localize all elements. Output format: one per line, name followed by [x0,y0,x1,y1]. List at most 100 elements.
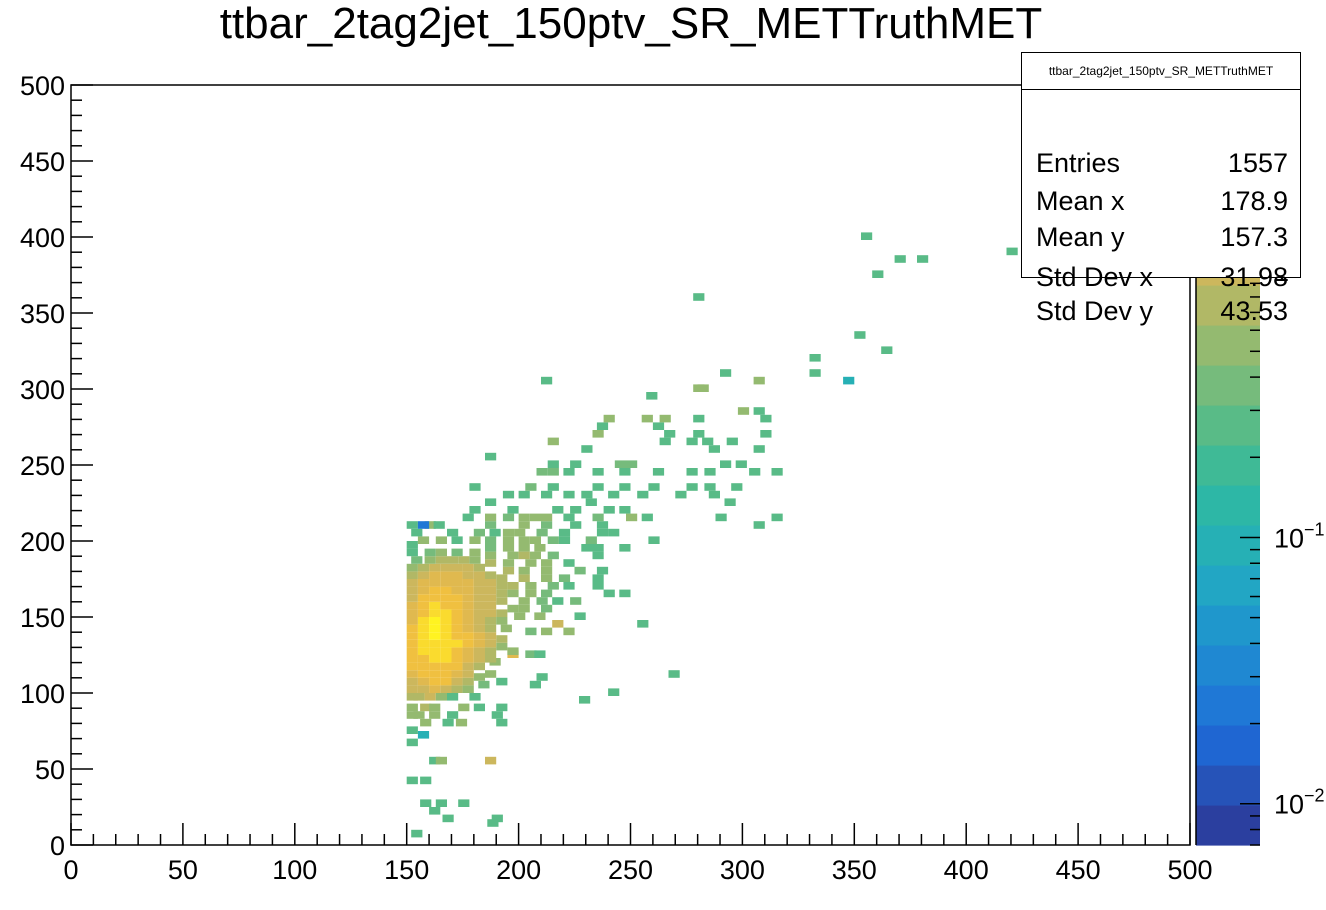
histogram-bin [406,541,418,549]
histogram-bin [518,490,530,499]
histogram-bin [558,528,571,537]
histogram-bin [462,632,474,640]
histogram-bin [485,609,497,617]
histogram-bin [473,528,485,537]
color-scale-cell [1196,285,1260,326]
histogram-bin [592,468,604,476]
histogram-bin [424,556,436,564]
histogram-bin [485,579,497,587]
histogram-bin [451,536,463,544]
histogram-bin [440,647,452,655]
histogram-bin [406,711,418,719]
histogram-bin [435,799,447,807]
histogram-bin [473,617,485,625]
histogram-bin [541,627,553,636]
histogram-bin [462,513,474,522]
histogram-bin [485,586,497,595]
histogram-bin [608,528,620,537]
histogram-bin [547,468,559,476]
histogram-bin [771,468,783,476]
color-scale-cell [1196,565,1260,606]
histogram-bin [514,528,526,537]
histogram-bin [473,579,485,587]
histogram-bin [525,589,537,598]
histogram-bin [440,685,452,693]
histogram-bin [478,680,490,689]
histogram-bin [451,563,463,572]
histogram-bin [485,632,497,640]
histogram-bin [536,597,548,605]
histogram-bin [518,597,530,605]
y-tick-label: 200 [20,527,65,557]
histogram-bin [451,632,463,640]
histogram-bin [411,829,423,838]
histogram-bin [462,639,474,648]
histogram-bin [518,574,530,582]
histogram-bin [552,597,564,605]
histogram-bin [413,711,425,719]
x-tick-label: 50 [168,855,198,885]
histogram-bin [429,563,441,572]
histogram-bin [417,617,430,625]
histogram-bin [469,693,481,701]
histogram-bin [406,609,418,617]
y-tick-label: 100 [20,679,65,709]
histogram-bin [440,601,452,610]
histogram-bin [420,776,432,785]
histogram-bin [541,574,553,582]
histogram-bin [429,756,441,765]
histogram-bin [440,639,452,648]
histogram-bin [473,673,485,681]
histogram-bin [420,718,432,727]
histogram-bin [429,677,441,686]
histogram-bin [417,609,430,617]
histogram-bin [731,483,743,491]
histogram-bin [619,468,631,476]
histogram-bin [406,703,418,712]
histogram-bin [693,384,705,392]
histogram-bin [406,579,418,587]
color-scale-tick-label: 10−2 [1274,786,1325,820]
histogram-bin [489,528,501,537]
histogram-bin [473,632,485,640]
histogram-bin [462,586,474,595]
histogram-bin [507,604,519,613]
y-tick-label: 0 [50,831,65,861]
histogram-bin [525,582,537,590]
histogram-bin [406,655,418,663]
histogram-bin [485,617,497,625]
histogram-bin [417,536,430,544]
histogram-bin [491,711,503,719]
histogram-bin [708,490,720,499]
histogram-bin [608,490,620,499]
stats-value: 31.98 [1220,262,1288,292]
histogram-bin [429,639,441,648]
histogram-bin [406,521,418,529]
histogram-bin [417,655,430,663]
histogram-bin [547,582,559,590]
histogram-bin [440,632,452,640]
histogram-bin [603,589,615,598]
histogram-bin [507,582,519,590]
x-tick-label: 100 [272,855,317,885]
histogram-bin [473,647,485,655]
histogram-bin [406,738,418,747]
histogram-bin [541,513,553,522]
histogram-bin [485,601,497,610]
histogram-bin [429,711,441,719]
histogram-bin [417,677,430,686]
histogram-bin [451,601,463,610]
histogram-bin [894,255,906,263]
histogram-bin [440,677,452,686]
histogram-bin [406,726,418,734]
histogram-bin [429,617,441,625]
histogram-bin [693,430,705,438]
histogram-bin [579,696,591,704]
histogram-bin [473,563,485,572]
histogram-bin [473,609,485,617]
histogram-bin [641,513,653,522]
histogram-bin [485,647,497,655]
histogram-bin [529,551,541,560]
chart-title: ttbar_2tag2jet_150ptv_SR_METTruthMET [220,0,1043,48]
x-tick-label: 450 [1056,855,1101,885]
